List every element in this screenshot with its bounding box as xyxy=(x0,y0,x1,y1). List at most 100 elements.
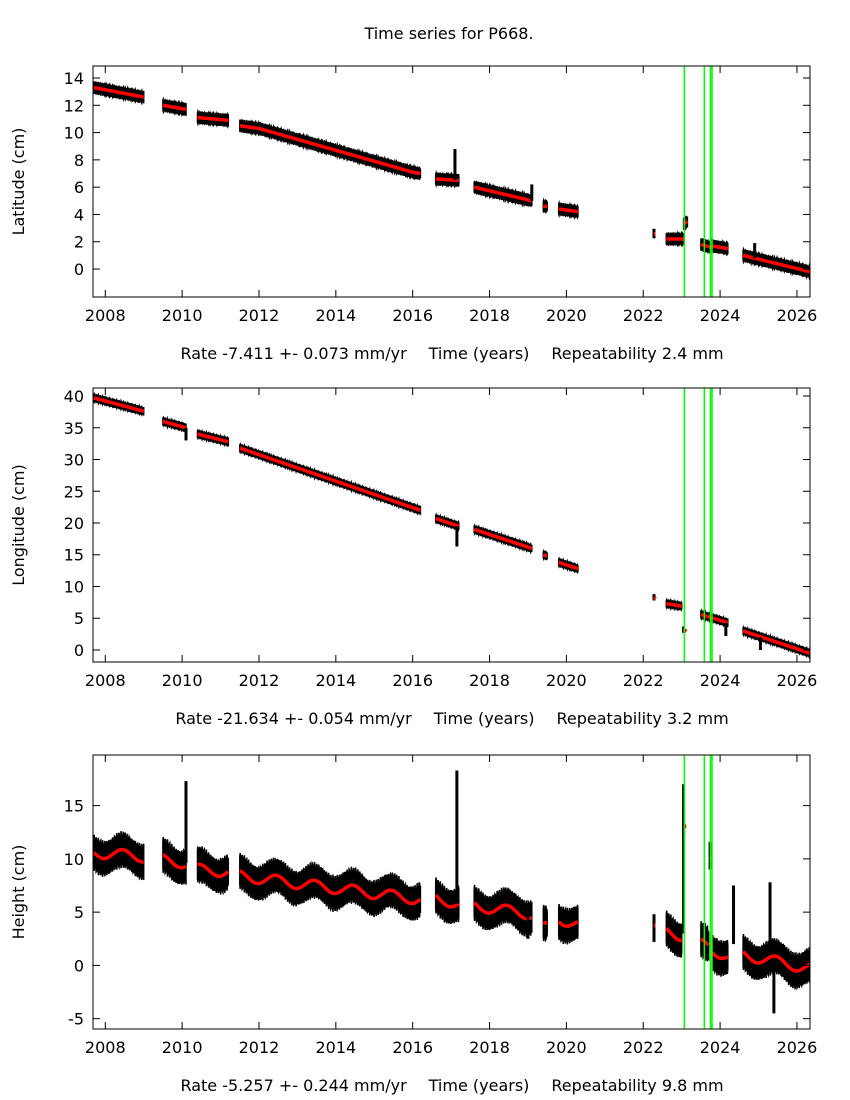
data-points xyxy=(162,836,187,885)
x-tick-label: 2014 xyxy=(315,1038,356,1057)
y-tick-label: 12 xyxy=(64,96,84,115)
x-tick-label: 2024 xyxy=(700,671,741,690)
data-points xyxy=(742,933,810,991)
x-tick-label: 2016 xyxy=(392,306,433,325)
model-line xyxy=(665,601,683,608)
model-line xyxy=(239,446,421,512)
plot-frame xyxy=(92,754,811,1030)
x-tick-label: 2020 xyxy=(546,306,587,325)
model-line xyxy=(741,950,810,973)
model-line xyxy=(557,920,579,928)
model-line xyxy=(710,244,729,251)
model-line xyxy=(239,124,421,176)
x-tick-label: 2008 xyxy=(85,306,126,325)
model-line xyxy=(162,853,187,870)
x-axis-title: Time (years) xyxy=(433,709,535,728)
y-tick-label: 25 xyxy=(64,482,84,501)
plot-frame xyxy=(92,387,811,663)
x-tick-label: 2012 xyxy=(239,306,280,325)
x-tick-label: 2016 xyxy=(392,671,433,690)
y-axis-label: Height (cm) xyxy=(9,845,28,940)
model-line xyxy=(700,242,711,249)
data-points xyxy=(239,852,422,921)
panel-1: 2008 2010 2012 2014 2016 2018 2020 2022 2024 2026… xyxy=(9,65,818,363)
y-tick-label: 40 xyxy=(64,387,84,406)
model-line xyxy=(652,595,657,600)
x-tick-label: 2018 xyxy=(469,1038,510,1057)
y-tick-label: 10 xyxy=(64,577,84,596)
x-tick-label: 2010 xyxy=(162,671,203,690)
repeatability-text: Repeatability 9.8 mm xyxy=(551,1076,723,1095)
x-tick-label: 2014 xyxy=(315,671,356,690)
x-tick-label: 2018 xyxy=(469,671,510,690)
x-tick-label: 2014 xyxy=(315,306,356,325)
y-axis-label: Latitude (cm) xyxy=(9,128,28,236)
model-line xyxy=(473,185,533,203)
model-line xyxy=(197,115,229,123)
data-points xyxy=(434,877,460,925)
model-line xyxy=(742,629,810,655)
x-tick-label: 2010 xyxy=(162,306,203,325)
y-tick-label: 15 xyxy=(64,797,84,816)
x-tick-label: 2020 xyxy=(546,1038,587,1057)
repeatability-text: Repeatability 2.4 mm xyxy=(551,344,723,363)
x-tick-label: 2026 xyxy=(777,306,818,325)
x-tick-label: 2026 xyxy=(777,1038,818,1057)
model-line xyxy=(93,85,145,99)
x-axis-label: Rate -21.634 +- 0.054 mm/yr Time (years) R… xyxy=(175,709,728,728)
x-tick-label: 2026 xyxy=(777,671,818,690)
model-line xyxy=(434,893,460,909)
model-line xyxy=(665,926,682,943)
x-tick-label: 2012 xyxy=(239,671,280,690)
x-axis-title: Time (years) xyxy=(428,1076,530,1095)
data-points xyxy=(652,228,656,239)
model-line xyxy=(700,612,729,625)
model-line xyxy=(542,553,548,558)
x-tick-label: 2018 xyxy=(469,306,510,325)
model-line xyxy=(473,901,533,921)
plot-area xyxy=(93,66,810,297)
y-tick-label: 15 xyxy=(64,546,84,565)
model-line xyxy=(162,103,187,112)
rate-text: Rate -21.634 +- 0.054 mm/yr xyxy=(175,709,412,728)
y-tick-label: 4 xyxy=(74,205,84,224)
model-line xyxy=(93,396,145,413)
x-tick-label: 2020 xyxy=(546,671,587,690)
y-axis-label: Longitude (cm) xyxy=(9,464,28,586)
y-tick-label: 5 xyxy=(74,903,84,922)
model-line xyxy=(558,207,578,214)
plot-area xyxy=(93,388,810,662)
model-line xyxy=(473,527,533,551)
x-axis-title: Time (years) xyxy=(428,344,530,363)
model-line xyxy=(742,253,810,274)
y-tick-label: 14 xyxy=(64,69,84,88)
panel-2: 2008 2010 2012 2014 2016 2018 2020 2022 2024 2026… xyxy=(9,387,817,728)
x-tick-label: 2024 xyxy=(700,306,741,325)
x-tick-label: 2022 xyxy=(623,1038,664,1057)
y-tick-label: 20 xyxy=(64,514,84,533)
y-tick-label: 2 xyxy=(74,233,84,252)
data-points xyxy=(711,934,729,977)
y-tick-label: 0 xyxy=(74,641,84,660)
plot-frame xyxy=(92,65,811,298)
model-line xyxy=(93,847,145,864)
data-points xyxy=(682,626,686,633)
x-tick-label: 2022 xyxy=(623,671,664,690)
x-tick-label: 2008 xyxy=(85,671,126,690)
data-points xyxy=(652,914,656,942)
x-tick-label: 2022 xyxy=(623,306,664,325)
rate-text: Rate -5.257 +- 0.244 mm/yr xyxy=(180,1076,407,1095)
y-tick-label: 0 xyxy=(74,956,84,975)
x-axis-label: Rate -7.411 +- 0.073 mm/yr Time (years) Re… xyxy=(180,344,723,363)
y-tick-label: 5 xyxy=(74,609,84,628)
y-tick-label: -5 xyxy=(68,1010,84,1029)
data-points xyxy=(473,884,533,939)
panel-3: 2008 2010 2012 2014 2016 2018 2020 2022 2024 2026… xyxy=(9,754,818,1095)
data-points xyxy=(93,831,145,881)
model-line xyxy=(558,560,579,571)
rate-text: Rate -7.411 +- 0.073 mm/yr xyxy=(180,344,407,363)
x-tick-label: 2012 xyxy=(239,1038,280,1057)
y-tick-label: 30 xyxy=(64,451,84,470)
x-tick-label: 2008 xyxy=(85,1038,126,1057)
model-line xyxy=(435,516,460,528)
